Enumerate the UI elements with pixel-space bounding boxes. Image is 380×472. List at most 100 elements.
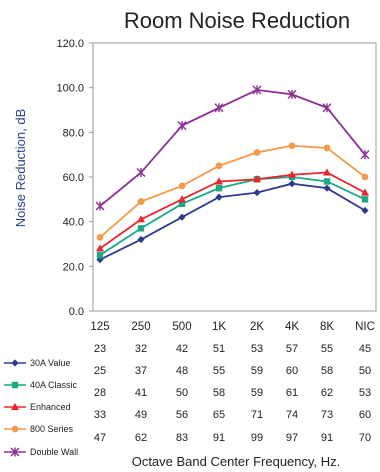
data-point — [323, 178, 331, 185]
table-cell: 62 — [135, 432, 147, 444]
data-point — [215, 162, 223, 170]
table-cell: 65 — [213, 409, 225, 421]
table-row: Double Wall 47 62 83 91 99 97 91 70 — [4, 432, 371, 457]
table-cell: 45 — [359, 343, 371, 355]
table-cell: 59 — [251, 365, 263, 377]
data-point — [323, 184, 331, 192]
y-tick-label: 40.0 — [63, 217, 84, 229]
legend-label: Double Wall — [30, 447, 78, 457]
table-cell: 91 — [321, 432, 333, 444]
data-point — [288, 142, 296, 150]
data-point — [137, 235, 145, 244]
table-cell: 32 — [135, 343, 147, 355]
data-point — [322, 103, 332, 113]
table-row: 30A Value 23 32 42 51 53 57 55 45 — [4, 343, 371, 368]
table-cell: 50 — [359, 365, 371, 377]
data-point — [178, 200, 186, 207]
data-point — [252, 85, 262, 95]
legend-label: Enhanced — [30, 402, 71, 412]
table-cell: 58 — [213, 387, 225, 399]
data-point — [178, 213, 186, 221]
data-point — [96, 251, 104, 259]
x-category-label: 500 — [172, 321, 191, 333]
y-tick-label: 60.0 — [63, 172, 84, 184]
legend-label: 40A Classic — [30, 380, 78, 390]
table-cell: 50 — [176, 387, 188, 399]
table-cell: 99 — [251, 432, 263, 444]
table-cell: 83 — [176, 432, 188, 444]
data-point — [178, 182, 186, 190]
table-cell: 33 — [94, 409, 106, 421]
table-cell: 70 — [359, 432, 371, 444]
y-tick-label: 0.0 — [69, 306, 84, 318]
plot-area: 0.0 20.0 40.0 60.0 80.0 100.0 120.0 125 250 500 1K… — [4, 38, 377, 457]
table-cell: 71 — [251, 409, 263, 421]
x-category-label: 4K — [285, 321, 299, 333]
series-line — [99, 144, 366, 238]
chart-title: Room Noise Reduction — [124, 8, 350, 33]
table-cell: 42 — [176, 343, 188, 355]
x-category-label: 125 — [90, 321, 109, 333]
legend-key-marker — [10, 447, 20, 457]
data-point — [137, 198, 145, 205]
x-axis-label: Octave Band Center Frequency, Hz. — [132, 454, 341, 469]
legend-key-marker — [11, 359, 19, 367]
table-cell: 60 — [359, 409, 371, 421]
data-point — [137, 225, 145, 232]
table-row: 40A Classic 25 37 48 55 59 60 58 50 — [4, 365, 371, 390]
legend-key-marker — [11, 425, 19, 433]
table-cell: 55 — [321, 343, 333, 355]
table-cell: 53 — [359, 387, 371, 399]
y-axis-label: Noise Reduction, dB — [13, 109, 28, 228]
legend-label: 800 Series — [30, 424, 74, 434]
data-point — [215, 193, 223, 201]
data-point — [323, 168, 331, 176]
table-cell: 58 — [321, 365, 333, 377]
table-cell: 73 — [321, 409, 333, 421]
series-line — [99, 176, 366, 256]
data-point — [137, 215, 145, 223]
table-row: 800 Series 33 49 56 65 71 74 73 60 — [4, 409, 371, 434]
data-point — [95, 201, 105, 211]
x-category-label: 250 — [131, 321, 150, 333]
legend-key-marker — [11, 402, 19, 410]
series-30a-value — [96, 180, 369, 264]
table-cell: 97 — [286, 432, 298, 444]
table-cell: 49 — [135, 409, 147, 421]
data-point — [361, 206, 369, 215]
table-cell: 61 — [286, 387, 298, 399]
data-point — [96, 256, 104, 264]
table-cell: 53 — [251, 343, 263, 355]
table-cell: 51 — [213, 343, 225, 355]
x-category-label: 8K — [320, 321, 334, 333]
table-cell: 23 — [94, 343, 106, 355]
table-cell: 48 — [176, 365, 188, 377]
data-point — [323, 144, 331, 152]
table-cell: 41 — [135, 387, 147, 399]
series-line — [99, 88, 366, 207]
x-category-label: 2K — [250, 321, 264, 333]
data-point — [253, 189, 261, 197]
y-tick-label: 80.0 — [63, 127, 84, 139]
data-point — [287, 89, 297, 99]
table-cell: 57 — [286, 343, 298, 355]
table-cell: 60 — [286, 365, 298, 377]
data-point — [96, 233, 104, 241]
table-cell: 74 — [286, 409, 298, 421]
data-point — [361, 188, 369, 196]
table-cell: 59 — [251, 387, 263, 399]
y-tick-label: 120.0 — [56, 38, 84, 50]
y-tick-label: 20.0 — [63, 261, 84, 273]
legend-key-marker — [11, 381, 19, 389]
table-cell: 37 — [135, 365, 147, 377]
data-point — [178, 195, 186, 203]
legend-label: 30A Value — [30, 358, 70, 368]
table-cell: 56 — [176, 409, 188, 421]
table-cell: 62 — [321, 387, 333, 399]
data-point — [361, 173, 369, 181]
series-line — [99, 182, 366, 261]
data-point — [214, 103, 224, 113]
data-point — [288, 180, 296, 188]
series-enhanced — [96, 168, 369, 252]
